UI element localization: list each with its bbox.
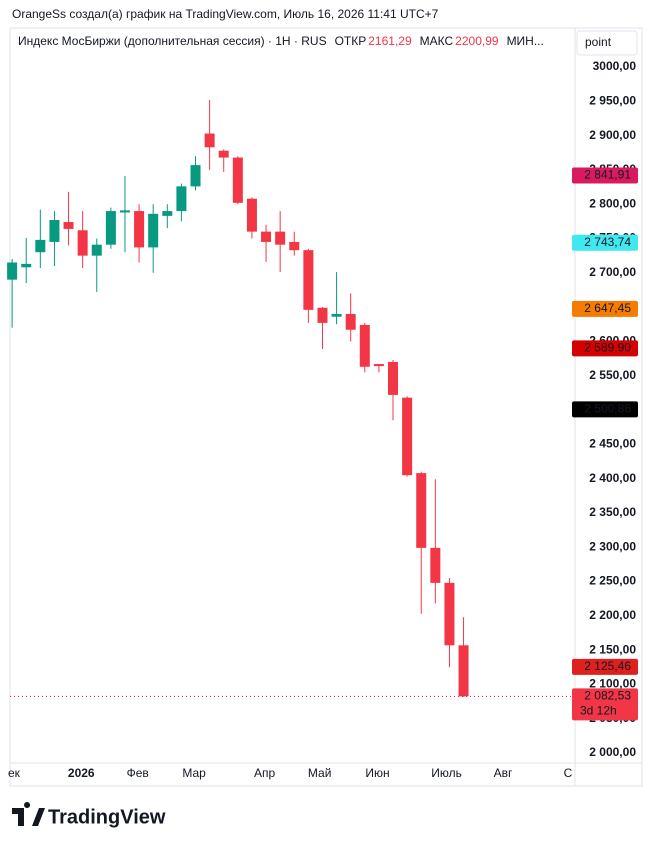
y-tick-label: 2 900,00 (589, 128, 636, 142)
legend-text: Индекс МосБиржи (дополнительная сессия) … (18, 34, 544, 48)
price-label: 2 125,46 (584, 659, 631, 673)
price-label-sub: 3d 12h (580, 704, 617, 718)
legend-field-label: МАКС (420, 34, 454, 48)
legend: Индекс МосБиржи (дополнительная сессия) … (18, 34, 544, 48)
x-tick-label: Апр (254, 766, 276, 780)
button-label[interactable]: point (585, 35, 612, 49)
y-tick-label: 2 100,00 (589, 677, 636, 691)
candle-body (458, 645, 469, 697)
y-tick-label: 2 250,00 (589, 574, 636, 588)
price-label-box (572, 401, 638, 418)
x-tick-label: ек (8, 766, 21, 780)
candle-body (246, 198, 257, 232)
y-tick-label: 2 000,00 (589, 745, 636, 759)
y-tick-label: 2 550,00 (589, 368, 636, 382)
candle-body (345, 313, 356, 330)
legend-field-label: ОТКР (335, 34, 367, 48)
candle-body (232, 157, 243, 203)
candle-body (190, 165, 201, 187)
candle-body (176, 186, 187, 212)
candle-body (331, 313, 342, 317)
candle-body (7, 262, 18, 280)
price-label: 2 500,86 (584, 402, 631, 416)
candle-body (317, 307, 328, 323)
legend-field-value: 2200,99 (455, 34, 499, 48)
x-tick-label: 2026 (68, 766, 95, 780)
candle-body (119, 210, 130, 213)
candle-body (77, 230, 88, 256)
y-tick-label: 2 150,00 (589, 642, 636, 656)
header: OrangeSs создал(а) график на TradingView… (12, 7, 439, 21)
candle-body (162, 211, 173, 216)
candle-body (373, 364, 384, 367)
chart-frame (9, 27, 643, 787)
logo: TradingView (12, 802, 166, 828)
legend-symbol: Индекс МосБиржи (дополнительная сессия) … (18, 34, 327, 48)
candle-body (416, 473, 427, 548)
legend-field-value: 2161,29 (368, 34, 412, 48)
candle-body (388, 361, 399, 395)
price-label: 2 589,90 (584, 341, 631, 355)
candle-body (148, 213, 159, 248)
price-label: 2 841,91 (584, 168, 631, 182)
x-tick-label: Май (308, 766, 332, 780)
legend-truncated: МИН... (507, 34, 544, 48)
price-label: 2 082,53 (584, 689, 631, 703)
y-tick-label: 2 700,00 (589, 265, 636, 279)
candle-body (21, 263, 32, 268)
button[interactable] (576, 30, 638, 56)
price-label-box (572, 658, 638, 675)
candle-body (204, 133, 215, 148)
logo-text: TradingView (48, 806, 166, 828)
y-tick-label: 2 400,00 (589, 471, 636, 485)
candle-body (35, 239, 46, 253)
y-tick-label: 2 950,00 (589, 93, 636, 107)
y-tick-label: 2 800,00 (589, 196, 636, 210)
x-tick-label: С (564, 766, 573, 780)
candle-body (218, 150, 229, 158)
candle-body (444, 582, 455, 646)
candle-body (49, 219, 60, 242)
price-label-box (572, 688, 638, 721)
x-tick-label: Авг (494, 766, 513, 780)
x-tick-label: Июн (365, 766, 389, 780)
x-tick-label: Фев (127, 766, 149, 780)
candle-body (289, 241, 300, 251)
candle-body (63, 222, 74, 229)
candle-body (430, 547, 441, 583)
price-label-box (572, 300, 638, 317)
candle-body (303, 250, 314, 310)
y-tick-label: 3000,00 (593, 59, 637, 73)
y-tick-label: 2 350,00 (589, 505, 636, 519)
price-label-box (572, 340, 638, 357)
y-tick-label: 2 300,00 (589, 539, 636, 553)
candle-body (261, 231, 272, 242)
candle-body (91, 244, 102, 256)
y-tick-label: 2 450,00 (589, 436, 636, 450)
price-label: 2 647,45 (584, 301, 631, 315)
x-tick-label: Июль (431, 766, 462, 780)
y-tick-label: 2 200,00 (589, 608, 636, 622)
candle-body (402, 397, 413, 476)
candle-body (105, 211, 116, 245)
candle-body (275, 231, 286, 245)
candle-body (359, 324, 370, 367)
price-label: 2 743,74 (584, 235, 631, 249)
price-label-box (572, 167, 638, 184)
price-label-box (572, 234, 638, 251)
x-tick-label: Мар (182, 766, 206, 780)
candle-body (134, 211, 145, 248)
